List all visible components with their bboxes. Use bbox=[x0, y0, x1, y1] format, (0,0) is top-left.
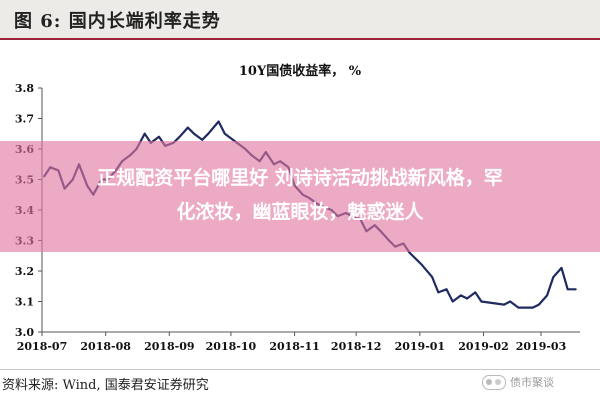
ad-overlay-line-1: 正规配资平台哪里好 刘诗诗活动挑战新风格，罕 bbox=[97, 167, 503, 189]
watermark-label: 债市聚谈 bbox=[510, 376, 554, 389]
y-tick-label: 3.8 bbox=[15, 82, 34, 95]
data-point bbox=[408, 251, 411, 254]
y-tick-label: 3.1 bbox=[15, 296, 34, 309]
data-point bbox=[143, 132, 146, 135]
data-point bbox=[466, 297, 468, 300]
data-point bbox=[531, 306, 534, 309]
wechat-icon bbox=[482, 374, 506, 390]
x-tick-label: 2018-12 bbox=[331, 340, 382, 353]
data-point bbox=[503, 303, 505, 306]
x-tick-label: 2018-08 bbox=[80, 340, 131, 353]
data-point bbox=[480, 300, 483, 303]
data-point bbox=[445, 288, 448, 291]
data-point bbox=[474, 291, 477, 294]
y-tick-label: 3.0 bbox=[15, 326, 34, 339]
y-tick-label: 3.2 bbox=[15, 265, 34, 278]
data-point bbox=[546, 294, 549, 297]
data-point bbox=[574, 288, 577, 291]
y-tick-label: 3.7 bbox=[15, 113, 34, 126]
data-point bbox=[460, 294, 462, 297]
data-point bbox=[217, 120, 220, 123]
data-point bbox=[186, 126, 189, 129]
x-tick-label: 2018-07 bbox=[17, 340, 68, 353]
data-point bbox=[420, 264, 423, 266]
x-tick-label: 2018-09 bbox=[144, 340, 195, 353]
data-point bbox=[158, 135, 160, 138]
figure-title: 图 6: 国内长端利率走势 bbox=[14, 11, 221, 32]
source-note: 资料来源: Wind, 国泰君安证券研究 bbox=[2, 378, 209, 393]
data-point bbox=[560, 267, 563, 269]
data-point bbox=[552, 276, 555, 278]
data-point bbox=[566, 288, 569, 291]
data-point bbox=[437, 291, 440, 294]
watermark: 债市聚谈 bbox=[482, 374, 554, 390]
data-point bbox=[517, 306, 520, 309]
chart-title: 10Y国债收益率， % bbox=[238, 64, 362, 79]
data-point bbox=[207, 132, 210, 135]
data-point bbox=[178, 135, 181, 138]
data-point bbox=[201, 138, 204, 141]
data-point bbox=[538, 303, 540, 306]
x-tick-label: 2019-01 bbox=[395, 340, 446, 353]
data-point bbox=[523, 306, 526, 309]
figure-header: 图 6: 国内长端利率走势 bbox=[0, 0, 600, 38]
header-divider bbox=[0, 38, 600, 40]
x-tick-label: 2019-03 bbox=[516, 340, 567, 353]
x-tick-label: 2018-10 bbox=[206, 340, 257, 353]
data-point bbox=[431, 276, 434, 278]
x-tick-label: 2018-11 bbox=[269, 340, 320, 353]
data-point bbox=[509, 300, 512, 303]
ad-overlay-banner[interactable] bbox=[0, 141, 600, 252]
data-point bbox=[223, 132, 226, 135]
data-point bbox=[193, 132, 195, 135]
source-divider bbox=[0, 369, 600, 370]
ad-overlay-line-2: 化浓妆，幽蓝眼妆，魅惑迷人 bbox=[176, 201, 424, 223]
ad-overlay-text[interactable]: 正规配资平台哪里好 刘诗诗活动挑战新风格，罕 化浓妆，幽蓝眼妆，魅惑迷人 bbox=[0, 161, 600, 229]
x-tick-label: 2019-02 bbox=[458, 340, 509, 353]
data-point bbox=[451, 300, 454, 303]
